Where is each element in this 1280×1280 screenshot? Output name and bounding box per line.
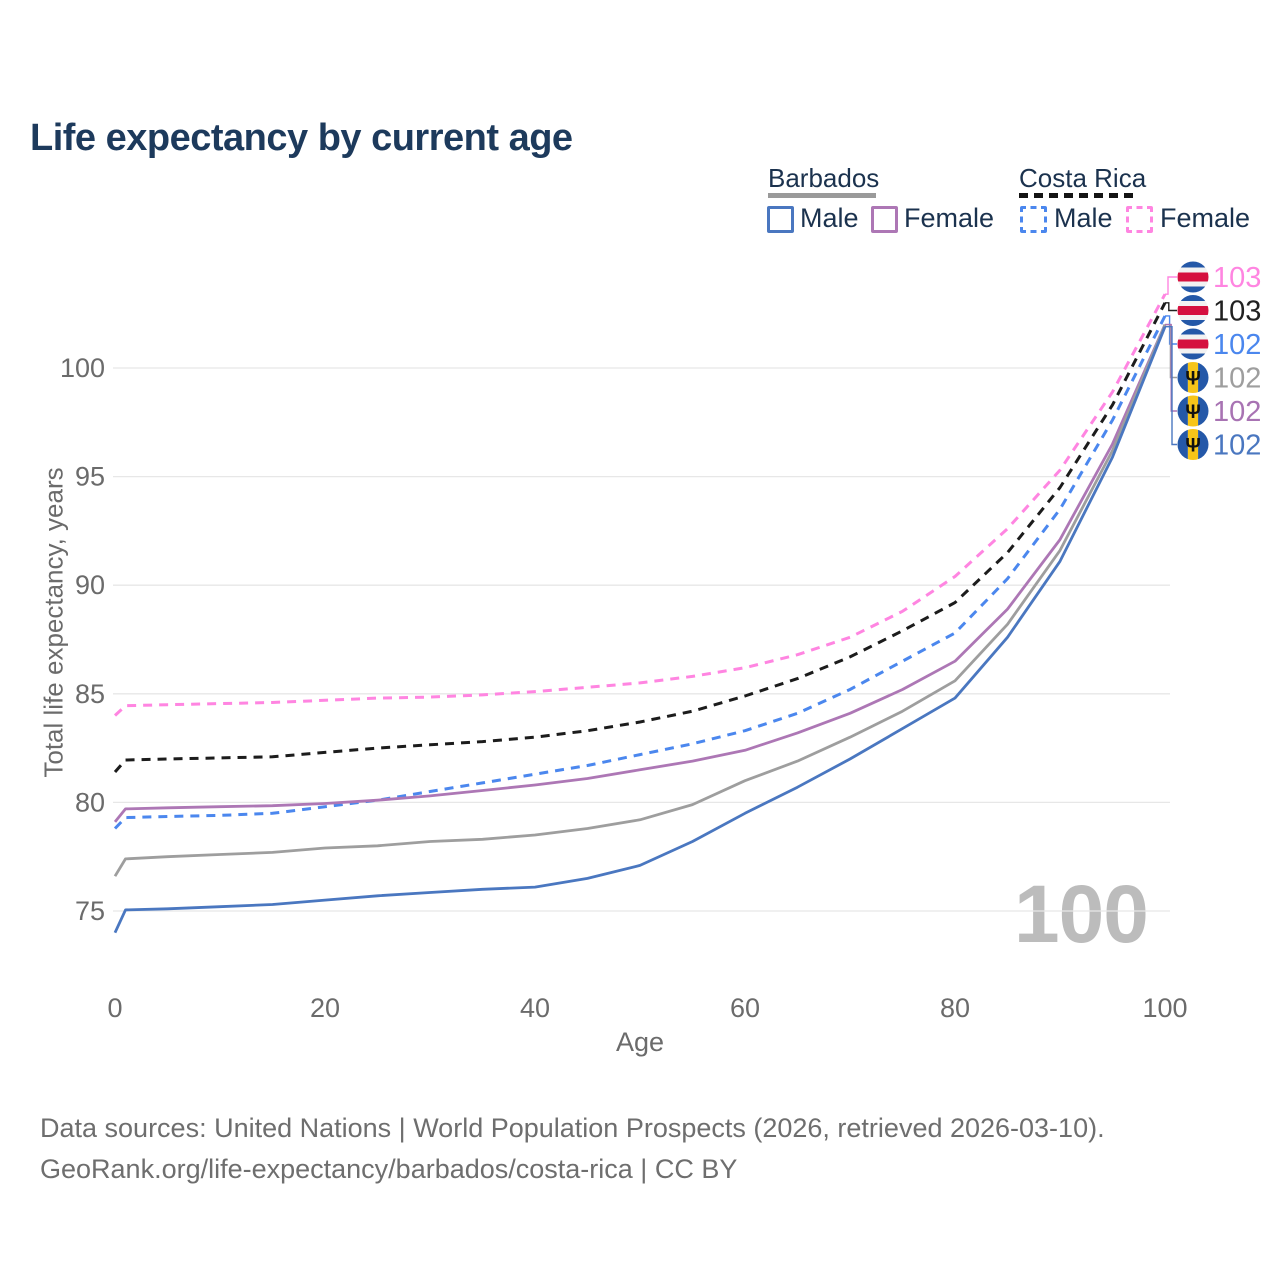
- legend-swatch-costa-rica-female: [1126, 206, 1153, 233]
- x-tick-label-0: 0: [107, 993, 122, 1023]
- series-line-barbados-male: [113, 326, 1167, 934]
- y-axis-title: Total life expectancy, years: [38, 467, 69, 778]
- costa-rica-flag-icon: [1177, 328, 1209, 360]
- series-line-costa-rica-male: [113, 315, 1167, 830]
- flag-stripe: [1177, 353, 1209, 360]
- flag-stripe: [1177, 320, 1209, 326]
- legend-group-barbados: Barbados: [768, 163, 880, 193]
- flag-stripe: [1198, 429, 1209, 460]
- x-tick-label-60: 60: [730, 993, 760, 1023]
- x-tick-label-20: 20: [310, 993, 340, 1023]
- end-label-value-costa-rica: 103: [1213, 296, 1261, 328]
- flag-stripe: [1177, 348, 1209, 354]
- barbados-flag-icon: Ψ: [1177, 395, 1209, 427]
- chart-title: Life expectancy by current age: [30, 117, 573, 160]
- flag-stripe: [1187, 362, 1199, 393]
- x-tick-label-100: 100: [1142, 993, 1187, 1023]
- barbados-trident-glyph: Ψ: [1185, 369, 1200, 390]
- legend-label-costa-rica-male: Male: [1054, 203, 1113, 233]
- watermark-age-100: 100: [1014, 869, 1149, 960]
- flag-stripe: [1198, 395, 1209, 427]
- flag-stripe: [1198, 362, 1209, 393]
- costa-rica-dashed-line-sample: [1019, 193, 1135, 198]
- footer-data-sources: Data sources: United Nations | World Pop…: [40, 1113, 1105, 1143]
- flag-stripe: [1177, 281, 1209, 287]
- flag-stripe: [1177, 429, 1188, 460]
- legend-group-costa-rica: Costa Rica: [1019, 163, 1147, 193]
- series-line-costa-rica: [113, 302, 1167, 773]
- flag-stripe: [1187, 429, 1199, 460]
- end-label-value-barbados-male: 102: [1213, 430, 1261, 462]
- end-label-connector-costa-rica-female: [1165, 276, 1177, 295]
- legend-label-costa-rica-female: Female: [1160, 203, 1251, 233]
- legend-swatch-barbados-female: [871, 206, 898, 233]
- flag-stripe: [1177, 295, 1209, 301]
- flag-stripe: [1187, 395, 1199, 427]
- end-label-connector-barbados-female: [1165, 323, 1177, 412]
- x-axis-title: Age: [615, 1027, 665, 1057]
- legend-swatch-costa-rica-male: [1020, 206, 1047, 233]
- end-label-value-barbados: 102: [1213, 363, 1261, 395]
- flag-stripe: [1177, 267, 1209, 273]
- footer-attribution: Data sources: United Nations | World Pop…: [40, 1108, 1105, 1190]
- end-label-value-costa-rica-female: 103: [1213, 262, 1261, 294]
- y-tick-label-80: 80: [75, 787, 105, 817]
- costa-rica-flag-icon: [1177, 295, 1209, 326]
- legend-label-barbados-female: Female: [904, 203, 995, 233]
- flag-stripe: [1177, 301, 1209, 306]
- end-label-value-barbados-female: 102: [1213, 396, 1261, 428]
- flag-stripe: [1177, 306, 1209, 315]
- y-tick-label-75: 75: [75, 896, 105, 926]
- x-tick-label-80: 80: [940, 993, 970, 1023]
- end-label-value-costa-rica-male: 102: [1213, 329, 1261, 361]
- series-line-barbados-female: [113, 324, 1167, 823]
- flag-stripe: [1177, 315, 1209, 320]
- flag-stripe: [1177, 339, 1209, 349]
- end-label-connector-costa-rica-male: [1165, 315, 1177, 345]
- flag-stripe: [1177, 286, 1209, 293]
- flag-stripe: [1177, 362, 1188, 393]
- costa-rica-flag-icon: [1177, 261, 1209, 293]
- barbados-flag-icon: Ψ: [1177, 362, 1209, 393]
- barbados-trident-glyph: Ψ: [1185, 402, 1200, 423]
- barbados-trident-glyph: Ψ: [1185, 436, 1200, 457]
- x-tick-label-40: 40: [520, 993, 550, 1023]
- y-tick-label-85: 85: [75, 679, 105, 709]
- y-tick-label-100: 100: [60, 353, 105, 383]
- flag-stripe: [1177, 328, 1209, 335]
- legend-swatch-barbados-male: [767, 206, 794, 233]
- end-label-connector-barbados-male: [1165, 326, 1177, 446]
- series-line-barbados: [113, 324, 1167, 877]
- series-line-costa-rica-female: [113, 293, 1167, 717]
- footer-url-license: GeoRank.org/life-expectancy/barbados/cos…: [40, 1154, 738, 1184]
- legend-label-barbados-male: Male: [800, 203, 859, 233]
- end-label-connector-costa-rica: [1165, 302, 1177, 312]
- flag-stripe: [1177, 272, 1209, 282]
- flag-stripe: [1177, 334, 1209, 340]
- barbados-solid-line-sample: [768, 193, 876, 198]
- y-tick-label-90: 90: [75, 570, 105, 600]
- flag-stripe: [1177, 395, 1188, 427]
- y-tick-label-95: 95: [75, 462, 105, 492]
- flag-stripe: [1177, 261, 1209, 268]
- barbados-flag-icon: Ψ: [1177, 429, 1209, 460]
